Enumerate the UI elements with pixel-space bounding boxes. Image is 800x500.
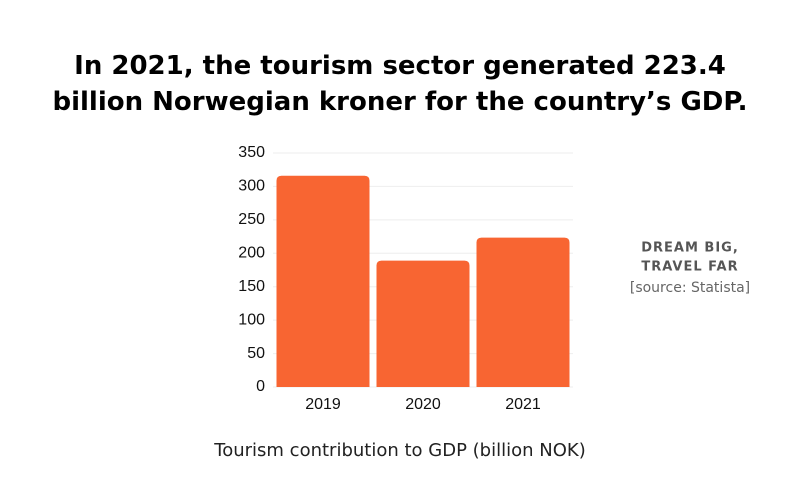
bar: [376, 260, 470, 387]
y-tick-label: 150: [238, 278, 265, 295]
chart-title: In 2021, the tourism sector generated 22…: [52, 51, 748, 117]
y-tick-label: 0: [256, 378, 265, 395]
bar: [276, 175, 370, 387]
x-tick-label: 2019: [305, 396, 341, 413]
annotation: DREAM BIG,: [641, 241, 739, 256]
y-tick-label: 300: [238, 178, 265, 195]
y-tick-label: 50: [247, 345, 265, 362]
y-tick-label: 100: [238, 311, 265, 328]
annotation: TRAVEL FAR: [641, 260, 738, 275]
y-tick-label: 250: [238, 211, 265, 228]
x-axis-label: Tourism contribution to GDP (billion NOK…: [213, 440, 585, 461]
x-tick-label: 2020: [405, 396, 441, 413]
y-tick-label: 200: [238, 245, 265, 262]
annotation: [source: Statista]: [630, 280, 750, 296]
x-tick-label: 2021: [505, 396, 541, 413]
bar: [476, 237, 570, 387]
y-tick-label: 350: [238, 144, 265, 161]
